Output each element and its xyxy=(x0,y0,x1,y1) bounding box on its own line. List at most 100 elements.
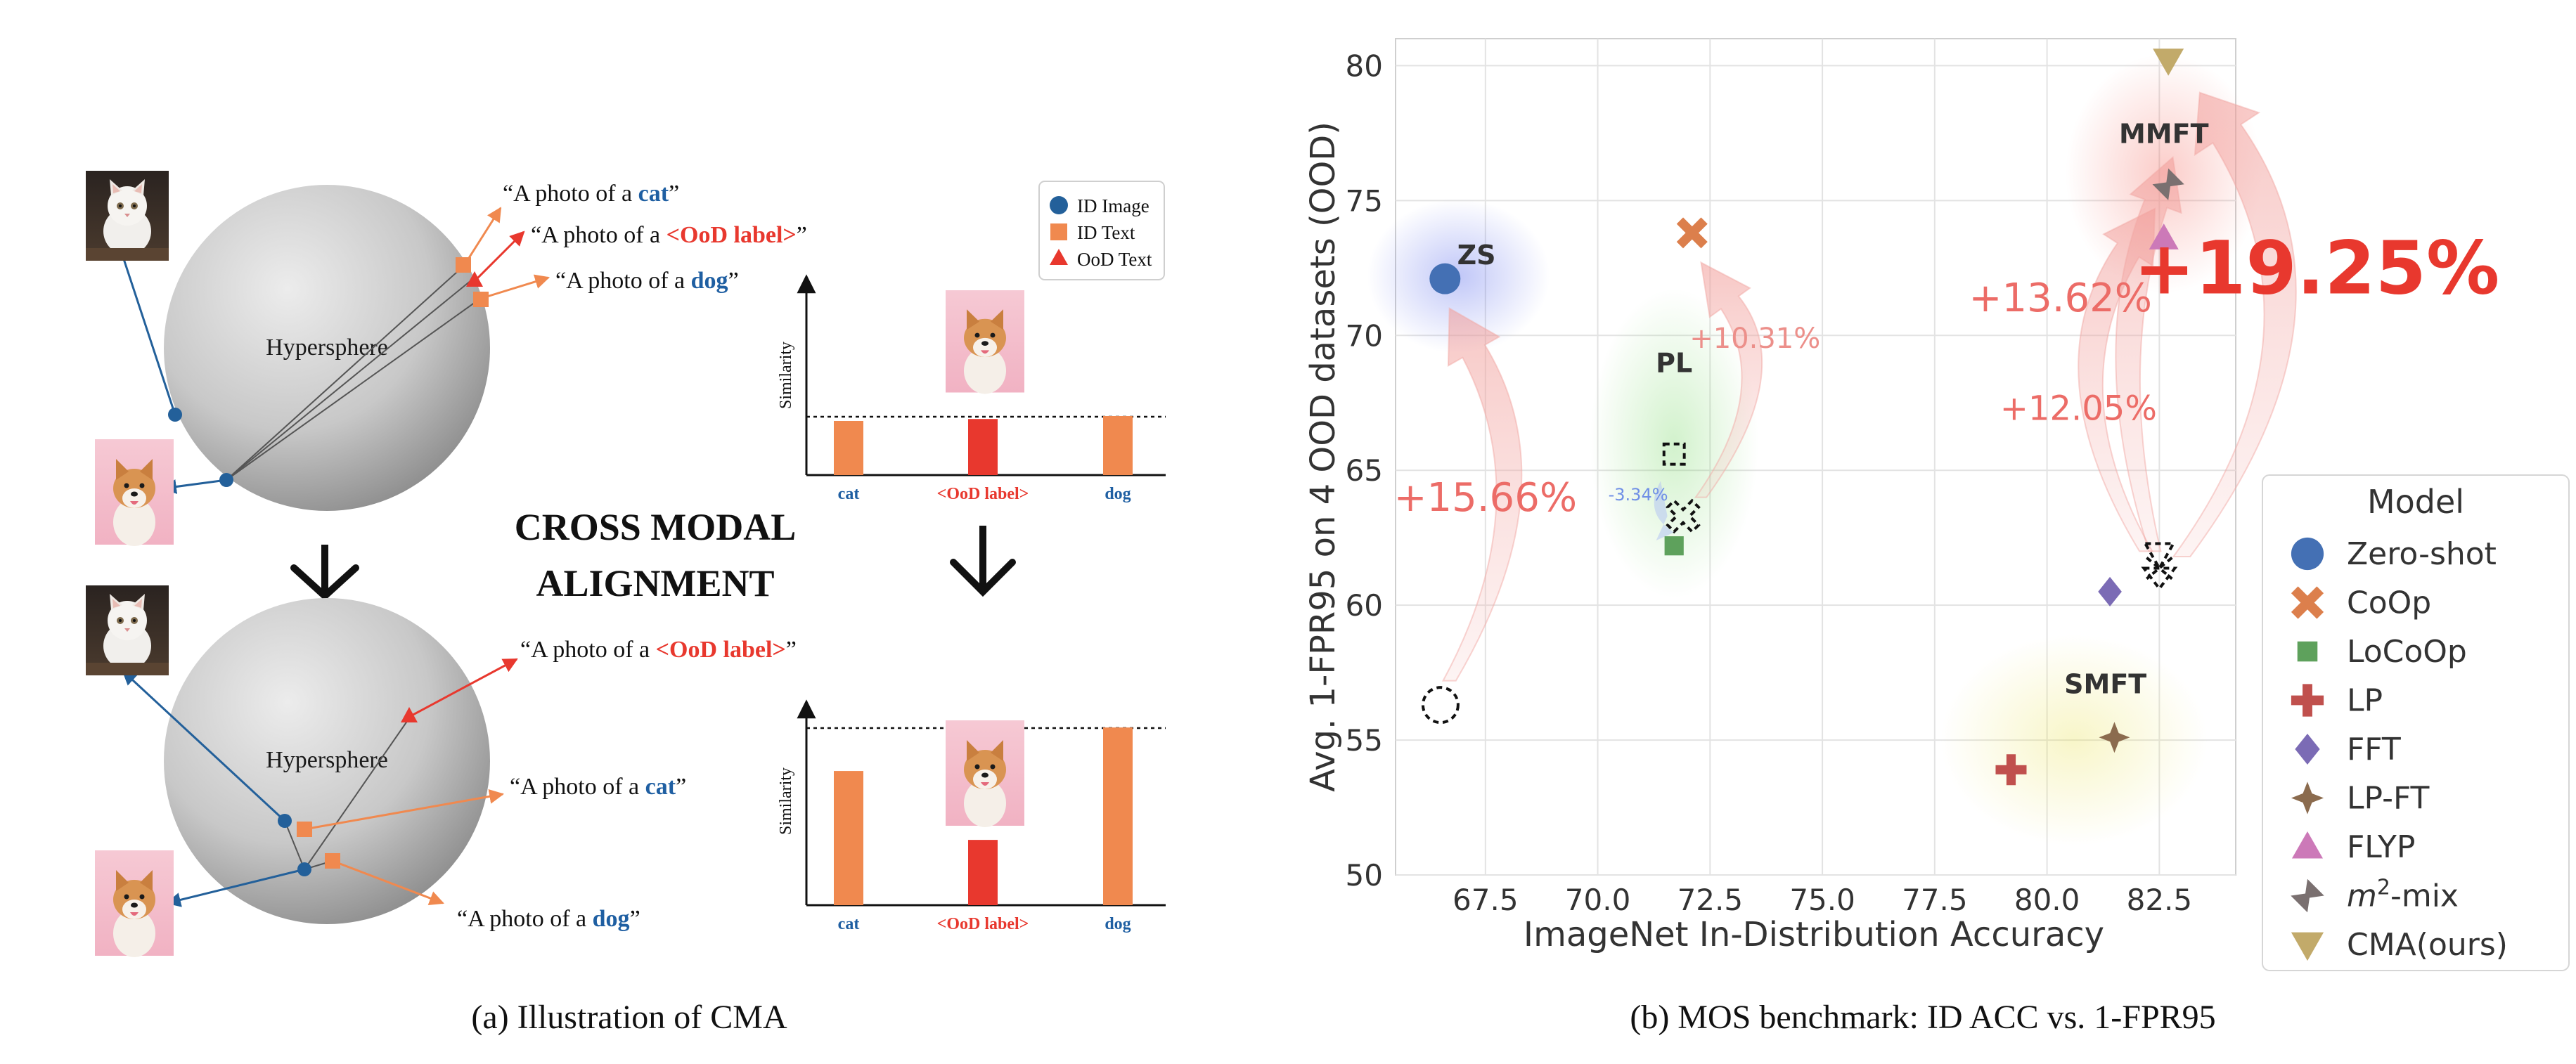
baseline-marker xyxy=(2141,566,2178,591)
upper-hypersphere: Hypersphere “A photo of a cat” “A photo … xyxy=(86,171,807,546)
legend-marker xyxy=(2291,831,2324,859)
zs-improvement-arrow xyxy=(1441,307,1523,682)
legend-id-text-label: ID Text xyxy=(1077,222,1135,243)
caption-b: (b) MOS benchmark: ID ACC vs. 1-FPR95 xyxy=(1630,999,2215,1036)
point-coop xyxy=(1676,217,1708,249)
legend-marker xyxy=(2291,932,2324,961)
id-text-point xyxy=(473,292,489,307)
baseline-marker xyxy=(1666,498,1701,534)
before-category-label: cat xyxy=(838,485,860,503)
id-text-point xyxy=(325,853,340,869)
legend-label: CoOp xyxy=(2347,585,2431,621)
gain-annotation: +10.31% xyxy=(1689,323,1820,355)
prompt-dog-lower: “A photo of a dog” xyxy=(457,906,640,932)
cross-modal-title-line2: ALIGNMENT xyxy=(536,562,774,604)
legend-id-image-marker xyxy=(1050,196,1068,214)
baseline-marker xyxy=(2146,557,2173,580)
similarity-axis-label: Similarity xyxy=(777,767,795,835)
legend-label: LP xyxy=(2347,683,2383,719)
point-lp-ft xyxy=(2099,722,2130,753)
dog-query-image xyxy=(946,720,1024,827)
id-image-point xyxy=(219,473,233,487)
before-category-label: dog xyxy=(1105,485,1131,503)
panel-b-chart: 67.5 70.0 72.5 75.0 77.5 80.0 82.5 50 55 60 65 70 75… xyxy=(1303,38,2570,1036)
x-tick-label: 77.5 xyxy=(1902,883,1968,917)
dog-image-icon xyxy=(95,439,174,546)
group-labels: ZS PL MMFT SMFT xyxy=(1457,118,2209,699)
x-axis-label: ImageNet In-Distribution Accuracy xyxy=(1524,915,2104,954)
before-category-label: <OoD label> xyxy=(937,485,1029,503)
legend-marker xyxy=(2291,684,2324,717)
after-category-label: <OoD label> xyxy=(937,915,1029,933)
gain-annotation: +12.05% xyxy=(2000,389,2157,429)
legend-marker xyxy=(2291,878,2324,913)
lower-hypersphere: Hypersphere “A photo of a <OoD label>” “… xyxy=(86,585,797,957)
y-axis-label: Avg. 1-FPR95 on 4 OOD datasets (OOD) xyxy=(1303,122,1343,792)
prompt-cat-lower: “A photo of a cat” xyxy=(510,774,686,800)
legend-items: Zero-shot CoOp LoCoOp LP FFT LP-FT FLYP m2-mix C… xyxy=(2291,536,2508,963)
panel-a-illustration: Hypersphere “A photo of a cat” “A photo … xyxy=(86,171,1166,1036)
prompt-dog-upper: “A photo of a dog” xyxy=(555,268,739,294)
id-image-point xyxy=(278,814,292,828)
id-image-point xyxy=(297,862,311,876)
group-label-zs: ZS xyxy=(1457,240,1496,271)
bars-before: cat <OoD label> dog xyxy=(834,416,1133,503)
x-tick-label: 80.0 xyxy=(2014,883,2080,917)
point-flyp xyxy=(2149,223,2179,249)
caption-a: (a) Illustration of CMA xyxy=(471,999,787,1036)
y-tick-label: 80 xyxy=(1346,48,1383,83)
point-m2-mix xyxy=(2152,168,2184,200)
legend-marker xyxy=(2295,733,2320,765)
point-lp xyxy=(1995,754,2027,786)
point-locoop xyxy=(1664,536,1684,556)
point-fft xyxy=(2098,576,2122,606)
legend-marker xyxy=(2291,781,2324,815)
y-tick-label: 50 xyxy=(1346,858,1383,893)
legend-marker xyxy=(2291,537,2324,571)
group-label-pl: PL xyxy=(1656,348,1692,379)
id-text-point xyxy=(297,822,312,837)
improvement-arrows xyxy=(1441,91,2297,682)
similarity-chart-before: Similarity cat <OoD label> dog xyxy=(777,274,1166,503)
legend-label: LoCoOp xyxy=(2347,634,2467,670)
legend-marker xyxy=(2297,641,2318,662)
x-tick-label: 82.5 xyxy=(2127,883,2193,917)
cat-image-icon xyxy=(86,171,169,261)
after-bar xyxy=(834,771,863,905)
legend-label: FFT xyxy=(2347,732,2401,767)
legend-label: Zero-shot xyxy=(2347,536,2497,572)
cma-improvement-arrow xyxy=(2172,91,2297,558)
ood-text-point xyxy=(401,707,418,722)
pl-improvement-arrow xyxy=(1694,261,1763,498)
before-bar xyxy=(834,421,863,475)
prompt-ood-upper: “A photo of a <OoD label>” xyxy=(531,222,807,248)
legend-label: m2-mix xyxy=(2347,875,2459,914)
legend-ood-text-label: OoD Text xyxy=(1077,249,1152,270)
down-arrow-left xyxy=(290,545,359,601)
upper-hypersphere-label: Hypersphere xyxy=(266,335,388,361)
data-points xyxy=(1429,48,2184,786)
y-tick-label: 75 xyxy=(1346,183,1383,218)
y-tick-label: 55 xyxy=(1346,723,1383,758)
legend-label: CMA(ours) xyxy=(2347,927,2508,963)
gain-annotation: +19.25% xyxy=(2134,226,2499,311)
group-label-smft: SMFT xyxy=(2064,668,2146,699)
pl-decrease-arrow xyxy=(1654,481,1675,540)
cat-image-icon xyxy=(86,585,169,675)
baseline-marker xyxy=(1421,686,1460,725)
after-bar xyxy=(968,840,998,905)
gain-annotation: +15.66% xyxy=(1394,475,1577,521)
panel-a-legend: ID Image ID Text OoD Text xyxy=(1038,181,1165,280)
dog-image-icon xyxy=(95,850,174,957)
ood-text-point xyxy=(466,271,483,287)
legend-label: LP-FT xyxy=(2347,781,2429,817)
before-bar xyxy=(968,419,998,475)
id-image-point xyxy=(168,408,182,422)
baseline-markers xyxy=(1421,442,2178,725)
gain-annotations: +15.66% +10.31% -3.34% +13.62% +12.05% +19.25… xyxy=(1394,226,2500,521)
bars-after: cat <OoD label> dog xyxy=(834,727,1133,933)
gain-annotation: -3.34% xyxy=(1609,485,1668,505)
y-tick-label: 65 xyxy=(1346,453,1383,488)
chart-legend: Model Zero-shot CoOp LoCoOp LP FFT LP-FT FLYP m… xyxy=(2262,474,2570,971)
